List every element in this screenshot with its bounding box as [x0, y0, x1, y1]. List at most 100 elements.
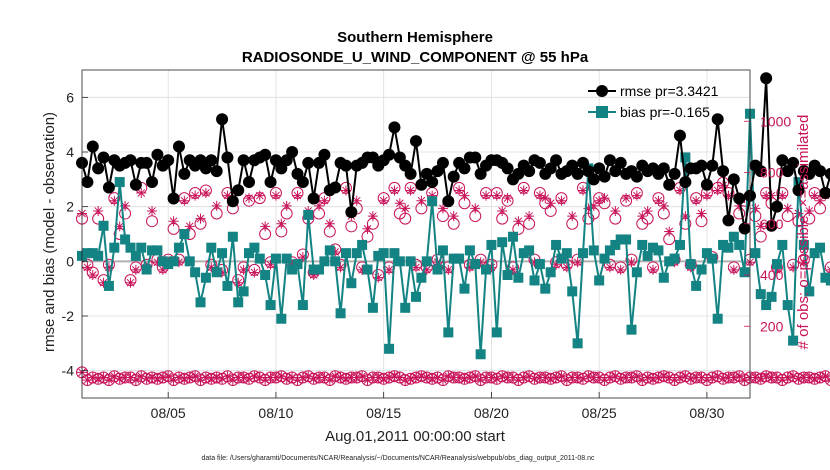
bias-point [761, 300, 772, 311]
obs-assimilated-marker [157, 264, 168, 275]
obs-assimilated-marker [308, 373, 319, 384]
bias-point [788, 335, 799, 346]
obs-assimilated-marker [578, 373, 588, 384]
bias-point [152, 245, 163, 256]
rmse-point [151, 148, 164, 161]
bias-point [292, 259, 303, 270]
obs-assimilated-marker [669, 375, 680, 386]
bias-point [734, 239, 745, 250]
obs-assimilated-marker [87, 372, 98, 383]
bias-point [497, 237, 508, 248]
obs-assimilated-marker [588, 372, 599, 383]
obs-assimilated-marker [195, 213, 206, 224]
obs-assimilated-marker [130, 375, 141, 386]
bias-point [421, 256, 432, 267]
bias-point [475, 349, 486, 360]
obs-assimilated-marker [750, 203, 761, 214]
obs-assimilated-marker [599, 375, 610, 386]
x-tick-label: 08/05 [151, 405, 186, 421]
obs-assimilated-marker [200, 372, 211, 383]
obs-assimilated-marker [190, 371, 201, 382]
x-tick-label: 08/30 [689, 405, 724, 421]
rmse-point [733, 192, 746, 205]
rmse-point [776, 154, 789, 167]
bias-point [691, 280, 702, 291]
bias-point [723, 242, 734, 253]
obs-assimilated-marker [265, 259, 276, 270]
rmse-point [442, 195, 455, 208]
obs-assimilated-marker [254, 190, 265, 201]
obs-assimilated-marker [809, 373, 820, 384]
obs-assimilated-marker [513, 216, 524, 227]
obs-assimilated-marker [411, 262, 421, 273]
obs-assimilated-marker [173, 257, 184, 268]
rmse-point [410, 135, 422, 148]
obs-assimilated-marker [712, 371, 723, 382]
obs-assimilated-marker [82, 375, 93, 386]
bias-point [173, 242, 184, 253]
rmse-point [711, 113, 724, 126]
bias-point [179, 229, 190, 239]
obs-assimilated-marker [529, 373, 540, 384]
obs-assimilated-marker [357, 264, 368, 275]
obs-assimilated-marker [394, 198, 405, 209]
obs-assimilated-marker [594, 372, 605, 383]
bias-point [631, 267, 642, 278]
obs-assimilated-marker [346, 372, 357, 383]
y-tick-label: 2 [66, 199, 74, 215]
rmse-point [243, 176, 255, 189]
bias-point [416, 272, 427, 283]
bias-point [459, 283, 470, 294]
obs-assimilated-marker [233, 277, 244, 288]
y-axis-label: rmse and bias (model - observation) [41, 112, 58, 352]
obs-assimilated-marker [734, 371, 745, 382]
obs-assimilated-marker [335, 372, 346, 383]
y-tick-label: 6 [66, 89, 74, 105]
legend: rmse pr=3.3421 bias pr=-0.165 [588, 83, 719, 120]
obs-assimilated-marker [664, 372, 675, 383]
rmse-point [318, 148, 331, 161]
bias-point [545, 267, 556, 278]
bias-point [680, 152, 691, 163]
obs-assimilated-marker [491, 190, 502, 201]
y-tick-label: 0 [66, 253, 74, 269]
bias-point [163, 259, 174, 270]
obs-assimilated-marker [276, 371, 287, 382]
obs-assimilated-marker [249, 371, 260, 382]
obs-assimilated-marker [707, 372, 718, 383]
rmse-point [657, 162, 670, 175]
rmse-point [124, 154, 137, 167]
rmse-point [296, 176, 309, 189]
obs-assimilated-marker [766, 190, 777, 201]
obs-assimilated-marker [761, 190, 772, 201]
rmse-point [307, 192, 320, 205]
obs-assimilated-marker [211, 200, 222, 211]
bias-point [556, 253, 567, 264]
obs-assimilated-marker [626, 372, 637, 383]
obs-assimilated-marker [658, 371, 669, 382]
rmse-point [819, 187, 830, 199]
obs-assimilated-marker [551, 259, 562, 270]
obs-assimilated-marker [459, 373, 470, 384]
bias-point [712, 313, 723, 324]
bias-point [766, 291, 777, 302]
rmse-point [571, 167, 584, 180]
rmse-point [162, 154, 175, 167]
bias-point [567, 286, 578, 297]
rmse-line [81, 78, 830, 229]
obs-assimilated-marker [335, 262, 346, 273]
bias-point [324, 245, 335, 256]
obs-assimilated-marker [384, 372, 395, 383]
bias-point [750, 248, 761, 259]
bias-point [755, 289, 766, 300]
rmse-point [727, 173, 740, 186]
obs-assimilated-marker [518, 185, 529, 196]
obs-assimilated-marker [125, 372, 136, 383]
bias-point [367, 302, 378, 313]
bias-point [297, 300, 308, 311]
rmse-point [717, 165, 730, 178]
bias-point [190, 267, 201, 278]
obs-assimilated-marker [621, 372, 632, 383]
obs-assimilated-marker [400, 203, 411, 214]
bias-point [244, 248, 254, 259]
